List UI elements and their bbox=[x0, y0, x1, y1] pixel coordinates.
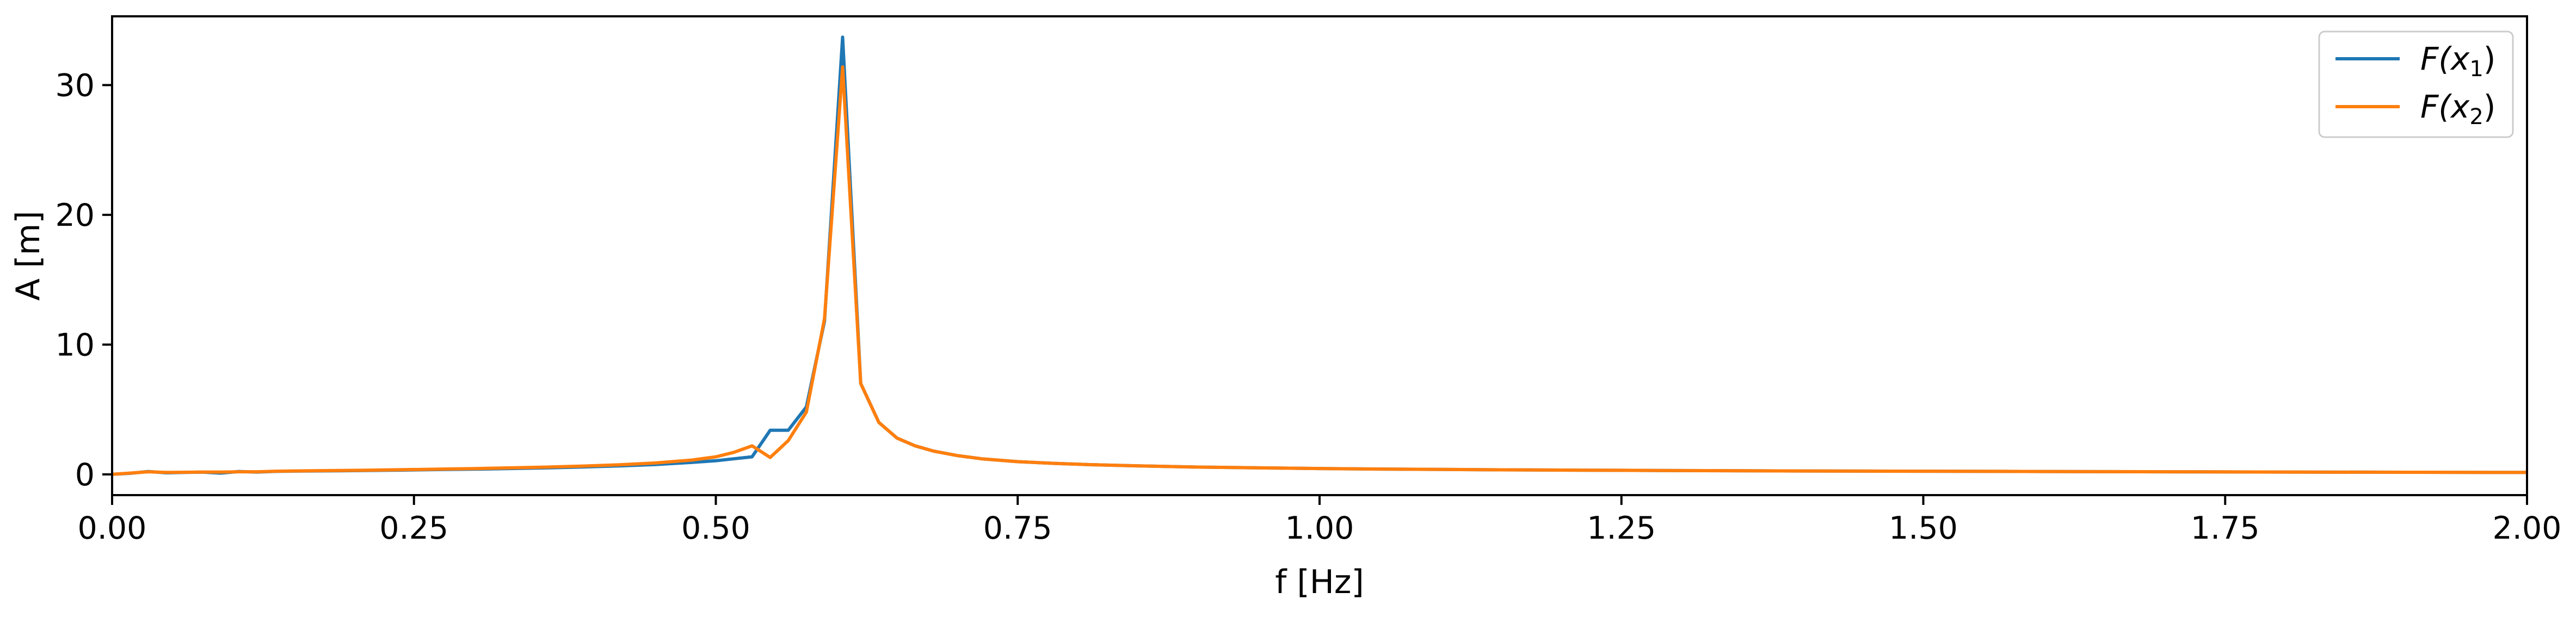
x-tick-label: 0.50 bbox=[681, 510, 750, 546]
series-layer bbox=[112, 35, 2528, 476]
y-axis-title: A [m] bbox=[9, 211, 47, 300]
series-line-2 bbox=[112, 65, 2528, 476]
legend: F(x1) F(x2) bbox=[2318, 30, 2514, 138]
x-tick-label: 1.00 bbox=[1285, 510, 1354, 546]
y-tick-label: 10 bbox=[55, 327, 95, 363]
x-tick-label: 1.50 bbox=[1889, 510, 1958, 546]
y-axis: 0 10 20 30 bbox=[55, 67, 112, 493]
y-tick-label: 0 bbox=[75, 457, 95, 493]
y-tick-label: 30 bbox=[55, 67, 95, 103]
legend-label-series-1: F(x1) bbox=[2420, 40, 2495, 82]
x-tick-label: 0.25 bbox=[379, 510, 448, 546]
legend-label-series-2: F(x2) bbox=[2420, 88, 2495, 129]
x-tick-label: 1.75 bbox=[2191, 510, 2260, 546]
x-tick-label: 0.75 bbox=[983, 510, 1052, 546]
x-tick-label: 0.00 bbox=[78, 510, 147, 546]
y-tick-label: 20 bbox=[55, 198, 95, 233]
x-tick-label: 1.25 bbox=[1587, 510, 1656, 546]
x-tick-label: 2.00 bbox=[2493, 510, 2562, 546]
x-axis-title: f [Hz] bbox=[1275, 563, 1364, 601]
x-axis: 0.00 0.25 0.50 0.75 1.00 1.25 1.50 1.75 2.00 bbox=[78, 495, 2562, 546]
